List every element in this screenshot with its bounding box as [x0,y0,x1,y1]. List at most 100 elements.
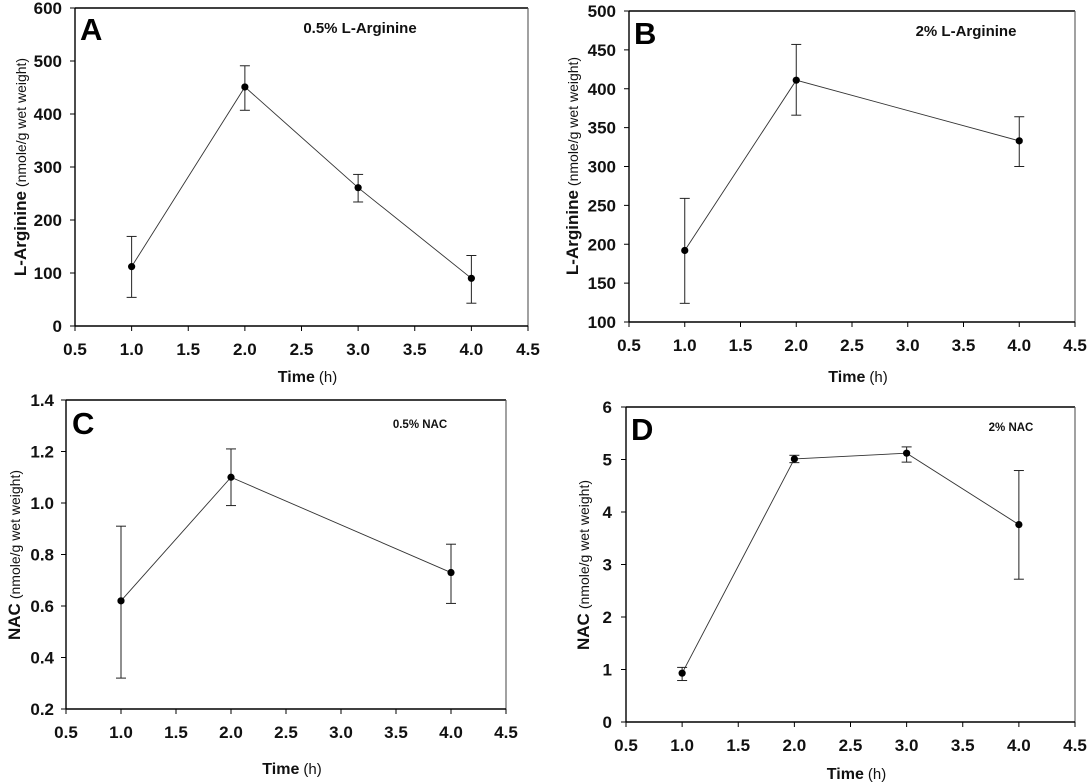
y-axis-label: NAC (nmole/g wet weight) [574,480,593,650]
x-tick-label: 3.0 [329,723,353,742]
y-tick-label: 250 [588,196,616,215]
x-tick-label: 4.0 [439,723,463,742]
x-axis-label: Time (h) [827,766,886,783]
x-tick-label: 2.5 [274,723,298,742]
series-line [684,79,1020,251]
x-tick-label: 0.5 [63,340,87,359]
y-tick-label: 300 [34,158,62,177]
x-axis-label-main: Time [828,369,865,386]
y-tick-label: 400 [588,80,616,99]
x-tick-label: 4.5 [1063,736,1087,755]
y-axis-label-main: NAC [5,603,24,640]
x-tick-label: 3.0 [895,736,919,755]
y-axis-label: L-Arginine (nmole/g wet weight) [563,57,582,275]
x-tick-label: 4.5 [516,340,540,359]
panel-letter: A [80,12,102,47]
x-tick-label: 1.0 [670,736,694,755]
data-point [1015,137,1023,145]
y-tick-label: 6 [603,398,612,417]
data-point [241,83,249,91]
x-tick-label: 3.5 [403,340,427,359]
x-tick-label: 4.5 [1063,336,1087,355]
y-tick-label: 0.6 [30,597,54,616]
data-point [354,184,362,192]
x-axis-label-unit: (h) [868,766,886,783]
y-tick-label: 0.8 [30,546,54,565]
x-tick-label: 1.5 [729,336,753,355]
x-tick-label: 2.5 [840,336,864,355]
y-tick-label: 300 [588,158,616,177]
x-tick-label: 1.0 [673,336,697,355]
series-line [681,452,1020,674]
x-tick-label: 1.5 [164,723,188,742]
y-tick-label: 500 [588,2,616,21]
y-tick-label: 200 [34,211,62,230]
y-axis-label-unit: (nmole/g wet weight) [13,58,29,187]
x-tick-label: 3.5 [384,723,408,742]
x-axis-label-unit: (h) [319,369,337,386]
x-axis-label: Time (h) [262,761,321,778]
x-axis-label: Time (h) [828,369,887,386]
x-tick-label: 0.5 [614,736,638,755]
panel-letter: B [634,16,656,51]
x-tick-label: 4.5 [494,723,518,742]
x-tick-label: 3.0 [896,336,920,355]
x-tick-label: 1.0 [109,723,133,742]
y-axis-label-unit: (nmole/g wet weight) [565,57,581,186]
data-point [903,449,911,457]
x-tick-label: 1.5 [176,340,200,359]
y-tick-label: 1.4 [30,391,54,410]
x-tick-label: 2.0 [784,336,808,355]
y-tick-label: 100 [588,313,616,332]
y-axis-label-main: L-Arginine [11,191,30,276]
panel-title: 2% NAC [989,422,1034,434]
data-point [792,76,800,84]
y-axis-label-main: NAC [574,613,593,650]
panel-title: 0.5% NAC [393,419,447,431]
panel-d: 0.5 1.0 1.5 2.0 2.5 3.0 3.5 4.0 4.5 0 1 2 3 4 5 6 Time (h… [574,398,1087,783]
y-tick-label: 150 [588,274,616,293]
x-tick-label: 1.0 [120,340,144,359]
y-tick-label: 1 [603,661,612,680]
data-point [790,455,798,463]
series-line [120,476,452,602]
y-tick-label: 3 [603,556,612,575]
x-axis-label-unit: (h) [869,369,887,386]
panel-c: 0.5 1.0 1.5 2.0 2.5 3.0 3.5 4.0 4.5 0.2 0.4 0.6 0.8 1… [5,391,518,778]
y-tick-label: 1.0 [30,494,54,513]
data-point [1015,521,1023,529]
y-tick-label: 400 [34,105,62,124]
y-tick-label: 100 [34,264,62,283]
data-point [227,473,235,481]
x-axis-label-main: Time [262,761,299,778]
panel-b: 0.5 1.0 1.5 2.0 2.5 3.0 3.5 4.0 4.5 100 150 200 250 3… [563,2,1087,386]
x-axis-label-unit: (h) [303,761,321,778]
x-tick-label: 2.0 [233,340,257,359]
y-tick-label: 4 [603,503,613,522]
y-tick-label: 500 [34,52,62,71]
x-axis-label-main: Time [278,369,315,386]
y-tick-label: 0.4 [30,649,54,668]
data-point [467,274,475,282]
x-tick-label: 4.0 [1007,736,1031,755]
data-point [681,246,689,255]
y-tick-label: 0 [603,713,612,732]
y-tick-label: 0 [53,317,62,336]
x-tick-label: 4.0 [460,340,484,359]
x-tick-label: 0.5 [617,336,641,355]
x-tick-label: 4.0 [1007,336,1031,355]
data-point [447,568,455,577]
x-axis-label: Time (h) [278,369,337,386]
x-tick-label: 2.5 [290,340,314,359]
panel-letter: D [631,412,653,447]
y-axis-label: NAC (nmole/g wet weight) [5,470,24,640]
y-axis-label-main: L-Arginine [563,190,582,275]
data-point [128,263,136,271]
y-axis-label: L-Arginine (nmole/g wet weight) [11,58,30,276]
y-axis-label-unit: (nmole/g wet weight) [7,470,23,599]
y-tick-label: 5 [603,451,612,470]
x-tick-label: 1.5 [726,736,750,755]
x-axis-label-main: Time [827,766,864,783]
series-line [131,86,472,279]
